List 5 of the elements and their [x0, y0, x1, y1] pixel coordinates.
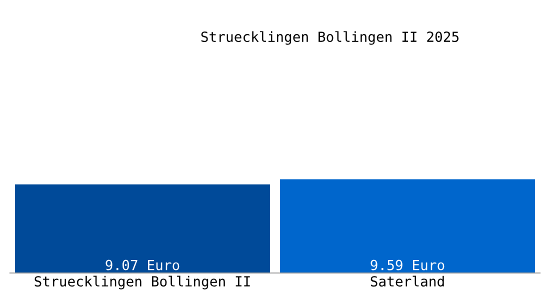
x-tick-label: Struecklingen Bollingen II	[34, 276, 250, 290]
x-tick-label: Saterland	[370, 276, 444, 287]
data-label: 9.59 Euro	[370, 260, 444, 270]
data-label: 9.07 Euro	[106, 260, 180, 270]
chart-title: Struecklingen Bollingen II 2025	[201, 31, 458, 45]
